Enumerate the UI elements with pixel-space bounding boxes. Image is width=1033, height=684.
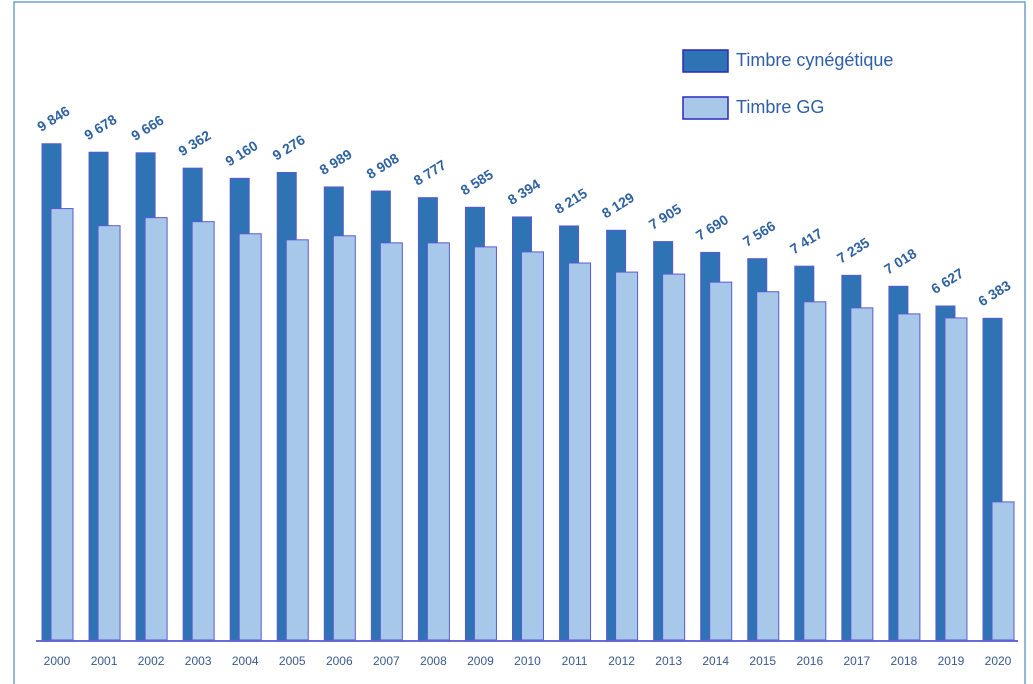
bar bbox=[568, 262, 592, 641]
x-tick-label: 2005 bbox=[279, 654, 306, 668]
value-label: 7 235 bbox=[834, 234, 872, 266]
value-label: 9 846 bbox=[34, 102, 72, 134]
x-tick-label: 2002 bbox=[138, 654, 165, 668]
bar bbox=[50, 208, 74, 641]
bar bbox=[709, 281, 733, 641]
value-label: 8 129 bbox=[599, 189, 637, 221]
bar bbox=[756, 291, 780, 641]
x-tick-label: 2003 bbox=[185, 654, 212, 668]
value-label: 8 585 bbox=[458, 166, 496, 198]
x-tick-label: 2013 bbox=[655, 654, 682, 668]
x-tick-label: 2009 bbox=[467, 654, 494, 668]
bar bbox=[379, 242, 403, 641]
bar bbox=[662, 273, 686, 641]
x-tick-label: 2008 bbox=[420, 654, 447, 668]
bar bbox=[285, 239, 309, 641]
value-label: 7 690 bbox=[693, 211, 731, 243]
x-tick-label: 2020 bbox=[985, 654, 1012, 668]
value-label: 7 566 bbox=[740, 217, 778, 249]
bar bbox=[238, 233, 262, 641]
legend-label: Timbre GG bbox=[736, 97, 824, 117]
legend-label: Timbre cynégétique bbox=[736, 50, 893, 70]
bar bbox=[803, 301, 827, 641]
value-label: 7 417 bbox=[787, 225, 825, 257]
value-label: 8 777 bbox=[411, 156, 449, 188]
frame bbox=[13, 1, 1026, 684]
x-tick-label: 2006 bbox=[326, 654, 353, 668]
bar bbox=[615, 271, 639, 641]
x-tick-label: 2011 bbox=[562, 654, 588, 668]
value-label: 6 627 bbox=[928, 265, 966, 297]
bar bbox=[332, 235, 356, 641]
value-label: 7 018 bbox=[881, 245, 919, 277]
x-tick-label: 2001 bbox=[91, 654, 118, 668]
x-tick-label: 2016 bbox=[796, 654, 823, 668]
bar bbox=[426, 242, 450, 641]
legend-swatch bbox=[682, 96, 729, 120]
bar bbox=[97, 225, 121, 641]
value-label: 6 383 bbox=[975, 277, 1013, 309]
x-tick-label: 2000 bbox=[44, 654, 71, 668]
x-tick-label: 2017 bbox=[843, 654, 870, 668]
x-tick-label: 2007 bbox=[373, 654, 400, 668]
bar bbox=[144, 217, 168, 641]
x-tick-label: 2019 bbox=[938, 654, 965, 668]
bar bbox=[991, 501, 1015, 641]
value-label: 8 394 bbox=[505, 176, 543, 208]
value-label: 8 908 bbox=[364, 150, 402, 182]
value-label: 9 160 bbox=[222, 137, 260, 169]
x-tick-label: 2014 bbox=[702, 654, 729, 668]
bar bbox=[897, 313, 921, 641]
value-label: 9 276 bbox=[269, 131, 307, 163]
value-label: 9 666 bbox=[128, 112, 166, 144]
x-tick-label: 2012 bbox=[608, 654, 635, 668]
x-tick-label: 2010 bbox=[514, 654, 541, 668]
value-label: 7 905 bbox=[646, 200, 684, 232]
x-tick-label: 2015 bbox=[749, 654, 776, 668]
x-tick-label: 2018 bbox=[891, 654, 918, 668]
value-label: 8 215 bbox=[552, 185, 590, 217]
bar bbox=[191, 221, 215, 641]
value-label: 9 362 bbox=[175, 127, 213, 159]
x-tick-label: 2004 bbox=[232, 654, 259, 668]
bar bbox=[521, 251, 544, 641]
legend-swatch bbox=[682, 49, 729, 73]
bar bbox=[944, 317, 968, 641]
bar bbox=[850, 307, 874, 641]
bar bbox=[473, 246, 497, 641]
value-label: 9 678 bbox=[81, 111, 119, 143]
value-label: 8 989 bbox=[317, 146, 355, 178]
